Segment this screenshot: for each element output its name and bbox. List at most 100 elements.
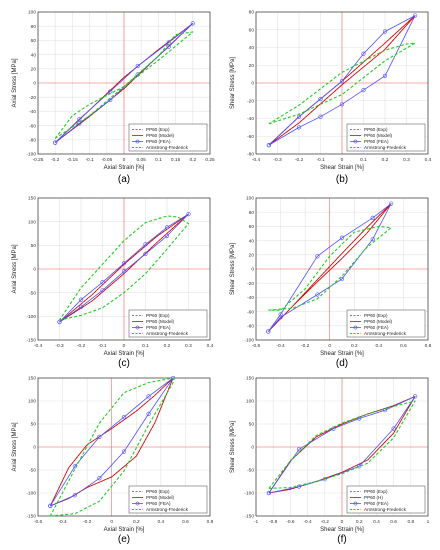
x-tick-label: 0.15 (171, 157, 181, 163)
legend-marker (135, 325, 140, 330)
x-tick-label: 0.1 (155, 157, 162, 163)
fea-data-point (361, 51, 366, 56)
x-tick-label: -0.8 (269, 519, 278, 525)
series-line-fea (268, 395, 416, 494)
legend-label: Armstrong-Frederick (364, 145, 407, 150)
panel-caption: (d) (336, 358, 348, 369)
series-line-fea (54, 22, 194, 143)
legend-label: PP60 (Model) (364, 133, 393, 138)
x-tick-label: -0.1 (98, 343, 107, 349)
fea-data-point (121, 415, 127, 420)
y-tick-label: -40 (247, 295, 254, 301)
y-tick-label: 0 (251, 81, 254, 87)
fea-data-point (97, 434, 102, 439)
fea-data-point (48, 503, 53, 508)
x-axis-label: Axial Strain [%] (104, 527, 145, 533)
fea-data-point (146, 394, 151, 399)
y-tick-label: -100 (26, 314, 36, 320)
legend-label: PP60 (Exp) (364, 127, 388, 132)
y-tick-label: -20 (247, 98, 254, 104)
chart-panel-4: -0.6 -0.4 -0.2 0 0.2 0.4 0.6 0.8 -100 -80 -60 -40 -2… (230, 196, 432, 369)
legend-label: PP60 (Exp) (364, 489, 388, 494)
legend-box (346, 123, 426, 152)
x-tick-label: -0.4 (303, 519, 312, 525)
fea-data-point (296, 125, 302, 130)
y-tick-label: -50 (29, 290, 36, 296)
fea-data-point (339, 102, 345, 107)
y-tick-label: 0 (251, 445, 254, 451)
series-line-fea (59, 213, 189, 323)
x-tick-label: -1 (254, 519, 259, 525)
x-tick-label: 0 (328, 343, 331, 349)
y-tick-label: 60 (249, 224, 255, 230)
legend-label: PP60 (Model) (146, 319, 175, 324)
chart-panel-2: -0.4 -0.3 -0.2 -0.1 0 0.1 0.2 0.3 0.4 -80 -60 -40 -2… (230, 10, 432, 185)
y-tick-label: -60 (247, 309, 254, 315)
fea-data-point (339, 235, 345, 240)
legend-label: PP60 (Model) (146, 495, 175, 500)
y-tick-label: -80 (247, 152, 254, 158)
y-tick-label: 0 (251, 267, 254, 273)
fea-data-point (78, 297, 84, 302)
fea-data-point (143, 251, 148, 256)
x-tick-label: -0.3 (273, 157, 282, 163)
x-axis-label: Shear Strain [%] (320, 165, 364, 171)
x-tick-label: -0.6 (252, 343, 261, 349)
x-tick-label: -0.2 (301, 343, 310, 349)
y-tick-label: 100 (28, 399, 36, 405)
y-tick-label: 0 (33, 267, 36, 273)
legend-box (128, 309, 208, 338)
fea-data-point (57, 319, 62, 325)
x-tick-label: 0 (341, 157, 344, 163)
x-tick-label: -0.2 (321, 519, 330, 525)
y-tick-label: -100 (244, 338, 254, 344)
x-tick-label: 0 (341, 519, 344, 525)
legend-label: PP60 (Exp) (146, 127, 170, 132)
legend-box (128, 485, 208, 514)
fea-data-point (296, 447, 302, 452)
y-tick-label: 40 (249, 45, 255, 51)
series-line-af (268, 42, 416, 125)
panel-caption: (c) (118, 358, 130, 369)
chart-panel-3: -0.4 -0.3 -0.2 -0.1 0 0.1 0.2 0.3 0.4 -150 -100 -50… (12, 196, 214, 369)
legend-marker (353, 139, 358, 144)
fea-data-point (135, 63, 140, 69)
x-axis-label: Axial Strain [%] (104, 165, 145, 171)
y-axis-label: Axial Stress [MPa] (12, 422, 18, 471)
legend: PP60 (Exp)PP60 (Model)PP60 (FEA)Armstron… (128, 123, 208, 152)
y-tick-label: -150 (26, 338, 36, 344)
fea-data-point (121, 449, 127, 454)
legend-box (346, 485, 426, 514)
x-tick-label: 0.6 (400, 343, 407, 349)
legend-marker (353, 501, 358, 506)
x-tick-label: -0.25 (33, 157, 44, 163)
fea-data-point (143, 242, 148, 247)
legend: PP60 (Exp)PP60 (Model)PP60 (FEA)Armstron… (346, 123, 426, 152)
y-tick-label: 100 (246, 399, 254, 405)
y-tick-label: 50 (31, 243, 37, 249)
x-tick-label: -0.15 (67, 157, 78, 163)
y-tick-label: 150 (246, 376, 254, 382)
x-tick-label: 0.3 (403, 157, 410, 163)
fea-data-point (53, 140, 58, 145)
legend-label: PP60 (FEA) (364, 501, 389, 506)
fea-data-point (318, 114, 323, 119)
x-tick-label: -0.1 (85, 157, 94, 163)
fea-data-point (164, 233, 170, 238)
legend-label: PP60 (Exp) (364, 313, 388, 318)
legend: PP60 (Exp)PP60 (Model)PP60 (FEA)Armstron… (128, 309, 208, 338)
fea-data-point (166, 44, 171, 49)
legend-label: PP60 (H) (364, 495, 383, 500)
x-tick-label: -0.4 (252, 157, 261, 163)
fea-data-point (266, 490, 272, 496)
x-tick-label: -0.1 (316, 157, 325, 163)
x-tick-label: 0.4 (425, 157, 432, 163)
plot-frame (37, 197, 211, 341)
x-tick-label: -0.05 (101, 157, 112, 163)
series-line-af (59, 215, 190, 321)
x-tick-label: 0.8 (207, 519, 214, 525)
fea-data-point (121, 269, 127, 274)
x-tick-label: -0.4 (276, 343, 285, 349)
y-tick-label: -150 (26, 514, 36, 520)
y-tick-label: -20 (247, 281, 254, 287)
